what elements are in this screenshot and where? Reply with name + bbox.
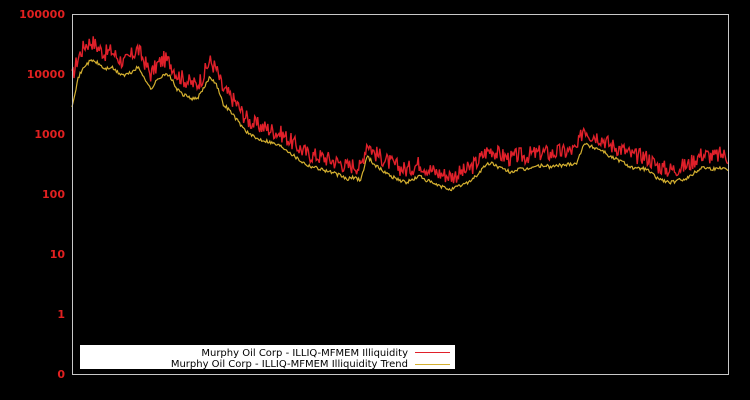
y-tick-label: 100 <box>42 188 65 201</box>
y-tick-label: 1000 <box>34 128 65 141</box>
legend-box <box>80 345 455 369</box>
illiquidity-trend-line <box>71 59 729 192</box>
y-tick-label: 10000 <box>27 68 66 81</box>
legend: Murphy Oil Corp - ILLIQ-MFMEM Illiquidit… <box>80 345 455 370</box>
illiquidity-line <box>71 36 729 184</box>
legend-label-trend: Murphy Oil Corp - ILLIQ-MFMEM Illiquidit… <box>171 359 408 370</box>
y-tick-label: 100000 <box>19 8 65 21</box>
y-tick-label: 10 <box>50 248 66 261</box>
legend-label-illiquidity: Murphy Oil Corp - ILLIQ-MFMEM Illiquidit… <box>201 348 408 359</box>
plot-frame <box>72 14 729 375</box>
y-tick-label: 1 <box>57 308 65 321</box>
y-tick-label: 0 <box>57 368 65 381</box>
plot-series <box>71 36 729 192</box>
